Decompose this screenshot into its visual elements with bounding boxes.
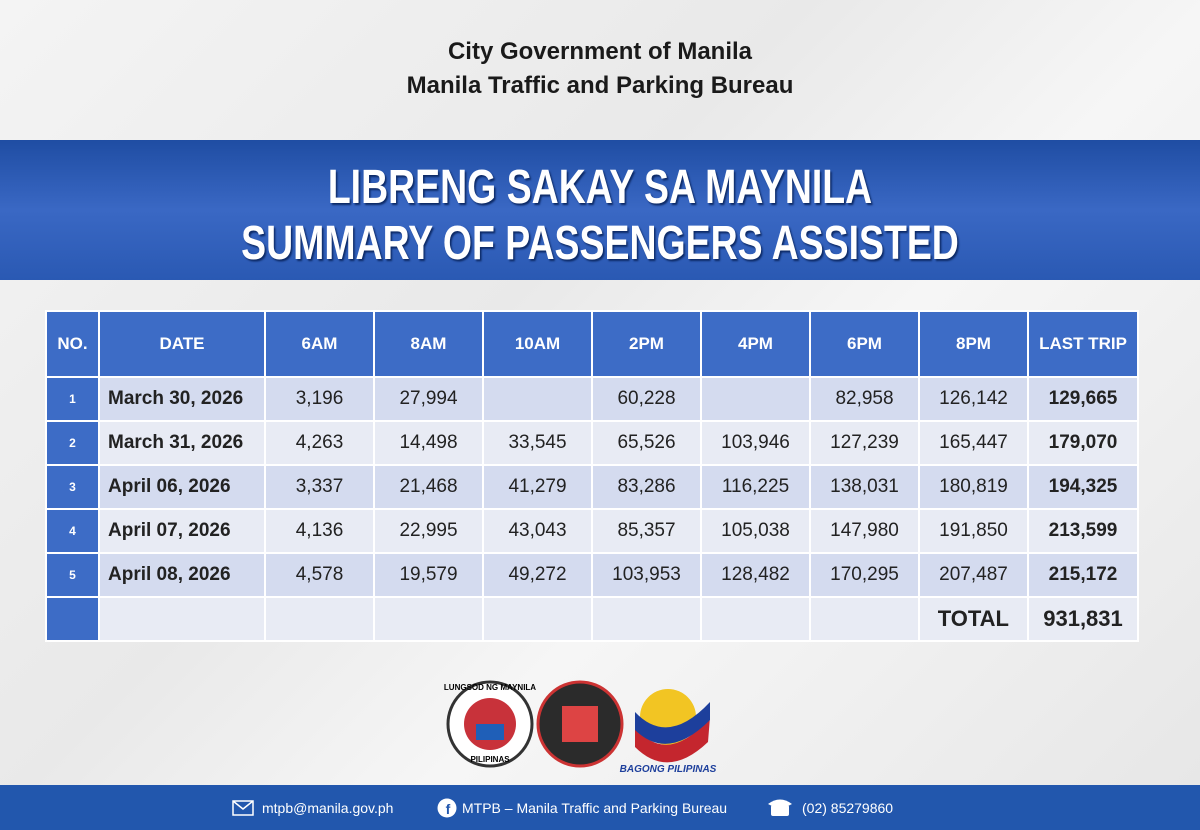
logo-text: LUNGSOD NG MAYNILA (444, 683, 536, 692)
count-cell: 4,263 (266, 422, 373, 464)
empty-cell (375, 598, 482, 640)
row-number: 1 (47, 378, 98, 420)
count-cell: 170,295 (811, 554, 918, 596)
column-header: DATE (100, 312, 264, 376)
phone-icon (768, 799, 792, 816)
empty-cell (811, 598, 918, 640)
total-row: TOTAL 931,831 (47, 598, 1137, 640)
column-header: 2PM (593, 312, 700, 376)
logos: LUNGSOD NG MAYNILA PILIPINAS BAGONG PILI… (444, 680, 717, 775)
total-label: TOTAL (920, 598, 1027, 640)
column-header: 8PM (920, 312, 1027, 376)
table-row: 3 April 06, 2026 3,337 21,468 41,279 83,286 11… (47, 466, 1137, 508)
count-cell (484, 378, 591, 420)
date-cell: April 07, 2026 (100, 510, 264, 552)
footer-email: mtpb@manila.gov.ph (262, 800, 394, 816)
header-line: Manila Traffic and Parking Bureau (406, 72, 794, 99)
column-header: NO. (47, 312, 98, 376)
count-cell: 128,482 (702, 554, 809, 596)
count-cell: 213,599 (1029, 510, 1137, 552)
date-cell: March 30, 2026 (100, 378, 264, 420)
count-cell: 191,850 (920, 510, 1027, 552)
count-cell: 179,070 (1029, 422, 1137, 464)
count-cell: 43,043 (484, 510, 591, 552)
count-cell: 147,980 (811, 510, 918, 552)
passenger-table: NO. DATE 6AM 8AM 10AM 2PM 4PM 6PM 8PM LAST TRIP 1… (45, 310, 1139, 642)
date-cell: April 08, 2026 (100, 554, 264, 596)
column-header: LAST TRIP (1029, 312, 1137, 376)
column-header: 10AM (484, 312, 591, 376)
empty-cell (100, 598, 264, 640)
count-cell: 116,225 (702, 466, 809, 508)
count-cell: 83,286 (593, 466, 700, 508)
count-cell: 105,038 (702, 510, 809, 552)
column-header: 8AM (375, 312, 482, 376)
date-cell: March 31, 2026 (100, 422, 264, 464)
banner-title: LIBRENG SAKAY SA MAYNILA (327, 161, 873, 214)
count-cell: 14,498 (375, 422, 482, 464)
count-cell: 103,953 (593, 554, 700, 596)
column-header: 6PM (811, 312, 918, 376)
row-number: 5 (47, 554, 98, 596)
count-cell: 65,526 (593, 422, 700, 464)
footer-phone: (02) 85279860 (802, 800, 894, 816)
count-cell: 21,468 (375, 466, 482, 508)
mail-icon (232, 800, 254, 816)
column-header: 4PM (702, 312, 809, 376)
count-cell: 60,228 (593, 378, 700, 420)
count-cell (702, 378, 809, 420)
logo-text: PILIPINAS (470, 755, 510, 764)
row-number: 4 (47, 510, 98, 552)
row-number: 2 (47, 422, 98, 464)
count-cell: 129,665 (1029, 378, 1137, 420)
row-number: 3 (47, 466, 98, 508)
count-cell: 3,196 (266, 378, 373, 420)
count-cell: 138,031 (811, 466, 918, 508)
count-cell: 49,272 (484, 554, 591, 596)
table-row: 2 March 31, 2026 4,263 14,498 33,545 65,526 10… (47, 422, 1137, 464)
count-cell: 33,545 (484, 422, 591, 464)
facebook-icon: f (437, 798, 457, 818)
banner-title: SUMMARY OF PASSENGERS ASSISTED (241, 217, 959, 270)
count-cell: 41,279 (484, 466, 591, 508)
count-cell: 103,946 (702, 422, 809, 464)
count-cell: 126,142 (920, 378, 1027, 420)
banner: LIBRENG SAKAY SA MAYNILA SUMMARY OF PASS… (0, 140, 1200, 280)
count-cell: 22,995 (375, 510, 482, 552)
count-cell: 180,819 (920, 466, 1027, 508)
count-cell: 82,958 (811, 378, 918, 420)
count-cell: 165,447 (920, 422, 1027, 464)
count-cell: 194,325 (1029, 466, 1137, 508)
date-cell: April 06, 2026 (100, 466, 264, 508)
count-cell: 27,994 (375, 378, 482, 420)
logo-text: BAGONG PILIPINAS (620, 764, 717, 775)
table-row: 5 April 08, 2026 4,578 19,579 49,272 103,953 1… (47, 554, 1137, 596)
count-cell: 4,136 (266, 510, 373, 552)
count-cell: 207,487 (920, 554, 1027, 596)
count-cell: 4,578 (266, 554, 373, 596)
footer: mtpb@manila.gov.ph f MTPB – Manila Traff… (0, 785, 1200, 830)
empty-cell (593, 598, 700, 640)
table-row: 1 March 30, 2026 3,196 27,994 60,228 82,958 12… (47, 378, 1137, 420)
table-row: 4 April 07, 2026 4,136 22,995 43,043 85,357 10… (47, 510, 1137, 552)
empty-cell (47, 598, 98, 640)
count-cell: 215,172 (1029, 554, 1137, 596)
count-cell: 3,337 (266, 466, 373, 508)
svg-text:f: f (446, 801, 451, 817)
column-header: 6AM (266, 312, 373, 376)
count-cell: 19,579 (375, 554, 482, 596)
count-cell: 85,357 (593, 510, 700, 552)
empty-cell (484, 598, 591, 640)
count-cell: 127,239 (811, 422, 918, 464)
total-value: 931,831 (1029, 598, 1137, 640)
empty-cell (702, 598, 809, 640)
header-line: City Government of Manila (447, 38, 753, 65)
footer-facebook: MTPB – Manila Traffic and Parking Bureau (462, 800, 728, 816)
empty-cell (266, 598, 373, 640)
